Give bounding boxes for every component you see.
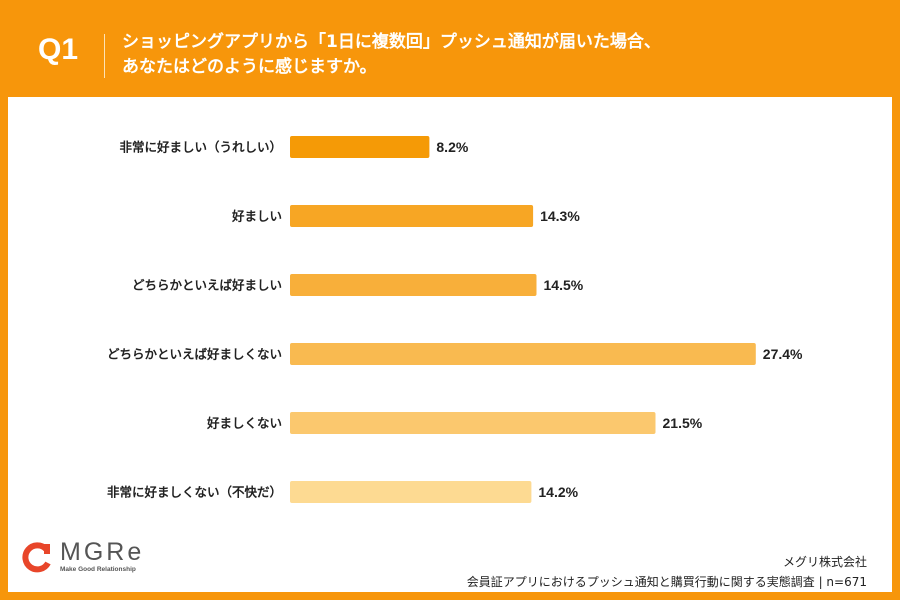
bar <box>290 136 430 158</box>
value-label: 14.5% <box>544 277 584 293</box>
category-label: 好ましい <box>231 209 282 224</box>
category-label: 非常に好ましくない（不快だ） <box>107 485 282 500</box>
bar <box>290 412 656 434</box>
value-label: 21.5% <box>663 415 703 431</box>
header: Q1 ショッピングアプリから「1日に複数回」プッシュ通知が届いた場合、 あなたは… <box>0 0 900 97</box>
survey-source: 会員証アプリにおけるプッシュ通知と購買行動に関する実態調査 | n=671 <box>466 575 867 589</box>
bar <box>290 274 537 296</box>
title-line-2: あなたはどのように感じますか。 <box>122 57 377 77</box>
value-label: 27.4% <box>763 346 803 362</box>
value-label: 8.2% <box>436 139 468 155</box>
bar <box>290 205 534 227</box>
category-label: 好ましくない <box>206 416 282 431</box>
question-number: Q1 <box>38 33 79 66</box>
logo-text: MGRe <box>60 538 145 566</box>
bar <box>290 481 532 503</box>
value-label: 14.3% <box>540 208 580 224</box>
logo-tagline: Make Good Relationship <box>60 566 136 573</box>
category-label: どちらかといえば好ましくない <box>107 347 282 362</box>
category-label: 非常に好ましい（うれしい） <box>119 140 282 155</box>
value-label: 14.2% <box>538 484 578 500</box>
company-name: メグリ株式会社 <box>782 555 867 569</box>
credit: メグリ株式会社 会員証アプリにおけるプッシュ通知と購買行動に関する実態調査 | … <box>467 552 867 592</box>
divider <box>104 34 105 78</box>
logo: MGRe Make Good Relationship <box>22 538 162 578</box>
page-title: ショッピングアプリから「1日に複数回」プッシュ通知が届いた場合、 あなたはどのよ… <box>122 30 661 80</box>
logo-mark-icon <box>22 542 51 573</box>
category-label: どちらかといえば好ましい <box>132 278 282 293</box>
bar <box>290 343 756 365</box>
title-line-1: ショッピングアプリから「1日に複数回」プッシュ通知が届いた場合、 <box>122 32 661 52</box>
